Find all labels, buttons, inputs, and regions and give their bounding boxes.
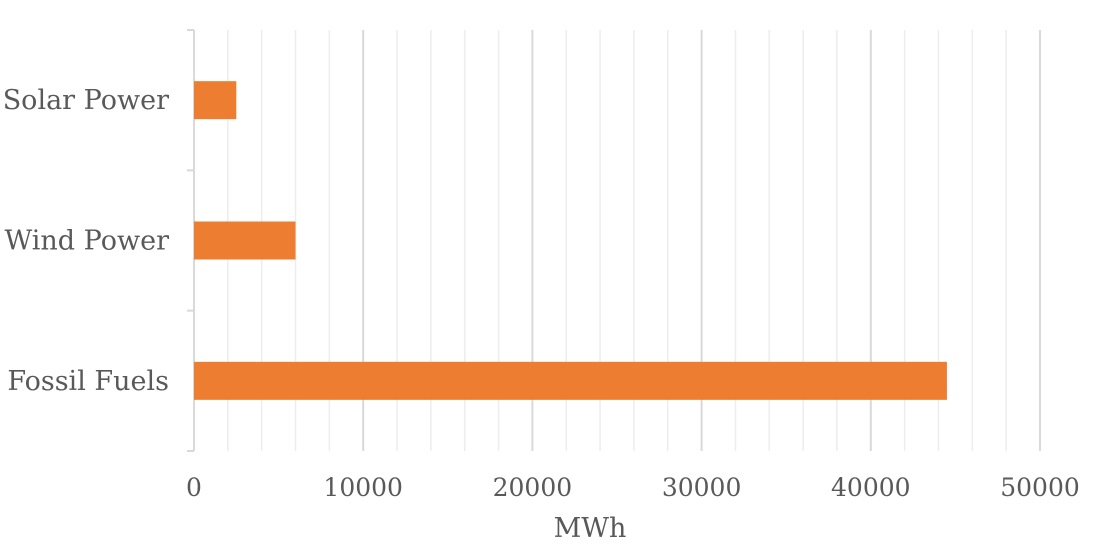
x-tick-label: 50000 [1000, 473, 1080, 502]
bar-wind-power [194, 221, 296, 260]
x-tick-label: 0 [186, 473, 202, 502]
bars [194, 81, 947, 400]
category-labels: Solar Power Wind Power Fossil Fuels [3, 85, 169, 397]
bar-solar-power [194, 81, 237, 120]
x-tick-label: 20000 [493, 473, 573, 502]
category-label: Solar Power [3, 85, 169, 116]
x-tick-label: 30000 [662, 473, 742, 502]
x-tick-label: 10000 [323, 473, 403, 502]
x-axis-title: MWh [554, 513, 627, 544]
x-tick-labels: 0 10000 20000 30000 40000 50000 [186, 473, 1080, 502]
category-label: Wind Power [5, 226, 170, 257]
bar-fossil-fuels [194, 361, 947, 400]
category-label: Fossil Fuels [7, 366, 169, 397]
axes [187, 29, 195, 452]
x-tick-label: 40000 [831, 473, 911, 502]
